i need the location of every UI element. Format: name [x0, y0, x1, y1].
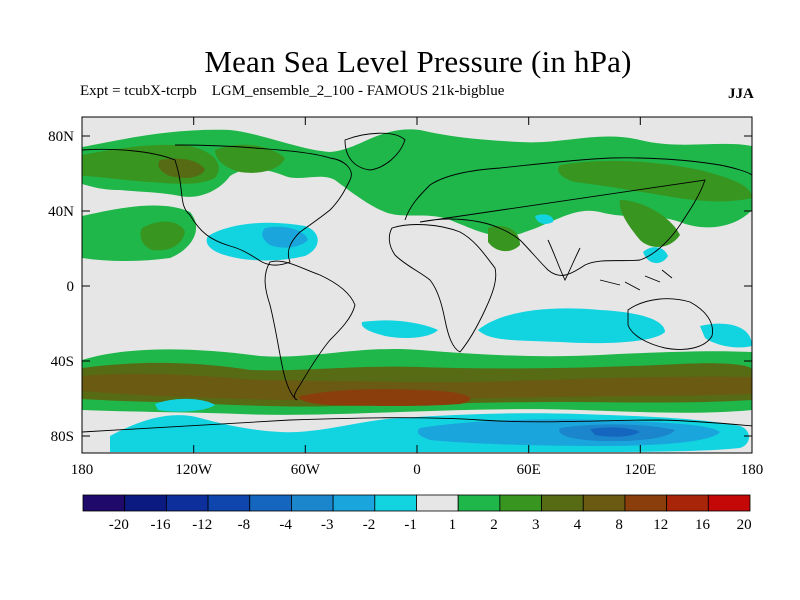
lon-label: 60E: [517, 462, 541, 478]
antarctica-coast: [82, 417, 752, 433]
greenland-coast: [344, 132, 406, 171]
experiment-subtitle: Expt = tcubX-tcrpb LGM_ensemble_2_100 - …: [80, 83, 505, 99]
lon-label: 120E: [624, 462, 656, 478]
colorbar-swatch: [291, 494, 334, 512]
colorbar-swatch: [332, 494, 376, 512]
colorbar-label: -16: [151, 517, 171, 533]
north-america-coast: [82, 144, 352, 266]
lat-label: 0: [67, 279, 75, 295]
colorbar-label: 20: [737, 517, 752, 533]
indonesia-islands: [599, 269, 673, 291]
southern-rust-core: [299, 389, 471, 406]
philippines-cyan: [643, 247, 668, 264]
colorbar-swatch: [582, 494, 626, 512]
gulf-low-blue: [262, 226, 308, 248]
longitude-ticks: [193, 117, 641, 453]
colorbar-swatch: [457, 494, 501, 512]
lat-label: 80S: [51, 429, 74, 445]
south-pacific-cyan: [361, 320, 438, 338]
colorbar-swatch: [624, 494, 668, 512]
colorbar-swatch: [707, 494, 751, 512]
map-title: Mean Sea Level Pressure (in hPa): [204, 44, 632, 79]
india-coast: [547, 239, 581, 282]
arabian-sea-cyan: [535, 214, 554, 224]
antarctic-deepblue: [590, 427, 640, 437]
colorbar-label: -20: [109, 517, 129, 533]
colorbar-label: -12: [192, 517, 212, 533]
australia-coast: [627, 298, 713, 350]
colorbar-label: -2: [363, 517, 376, 533]
colorbar-swatch: [416, 494, 459, 512]
lon-label: 60W: [291, 462, 321, 478]
north-pacific-olive: [140, 221, 185, 251]
colorbar-label: 12: [653, 517, 668, 533]
colorbar-swatch: [499, 494, 542, 512]
lat-label: 40S: [51, 354, 74, 370]
latitude-labels: 80N 40N 0 40S 80S: [48, 129, 74, 445]
southern-brown-belt: [82, 373, 752, 401]
colorbar-swatch: [124, 494, 167, 512]
colorbar-label: 4: [574, 517, 582, 533]
colorbar-swatch: [249, 494, 292, 512]
colorbar-label: 8: [615, 517, 623, 533]
lat-label: 40N: [48, 204, 74, 220]
colorbar-swatch: [666, 494, 709, 512]
coastlines: [82, 132, 752, 433]
lon-label: 0: [413, 462, 421, 478]
colorbar-swatch: [374, 494, 417, 512]
eurasia-dark-green: [558, 160, 752, 202]
east-asia-green: [619, 200, 680, 247]
colorbar-label: 3: [532, 517, 540, 533]
pressure-anomaly-field: [82, 117, 752, 453]
colorbar-swatch: [207, 494, 251, 512]
latitude-ticks: [82, 135, 752, 437]
australia-east-cyan: [700, 323, 752, 348]
lon-label: 180: [71, 462, 94, 478]
arctic-dark-green-mid: [215, 144, 285, 173]
longitude-labels: 180 120W 60W 0 60E 120E 180: [71, 462, 764, 478]
lat-label: 80N: [48, 129, 74, 145]
arabia-green: [488, 225, 520, 252]
colorbar: -20 -16 -12 -8 -4 -3 -2 -1 1 2 3 4 8 12 16 20: [82, 494, 752, 533]
south-america-coast: [264, 260, 356, 401]
colorbar-swatch: [165, 494, 209, 512]
africa-coast: [388, 224, 497, 353]
lon-label: 120W: [175, 462, 213, 478]
colorbar-label: -4: [279, 517, 292, 533]
colorbar-label: 1: [449, 517, 457, 533]
colorbar-label: 16: [695, 517, 711, 533]
colorbar-label: -3: [321, 517, 334, 533]
arctic-olive-west: [158, 158, 205, 178]
south-indian-cyan: [478, 308, 665, 344]
season-label: JJA: [728, 86, 754, 102]
colorbar-label: -1: [404, 517, 417, 533]
colorbar-label: -8: [238, 517, 251, 533]
colorbar-label: 2: [490, 517, 498, 533]
colorbar-swatch: [82, 494, 126, 512]
lon-label: 180: [741, 462, 764, 478]
south-atlantic-cyan: [155, 398, 215, 412]
colorbar-swatch: [541, 494, 584, 512]
